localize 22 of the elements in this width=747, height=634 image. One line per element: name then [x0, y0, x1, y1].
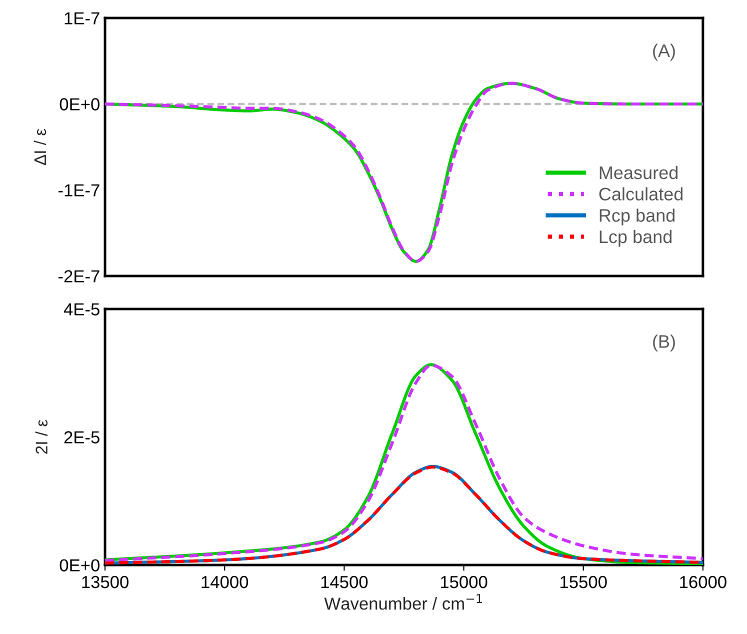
- legend-label: Lcp band: [600, 230, 672, 247]
- x-tick-label: 14500: [321, 576, 368, 588]
- y-axis-title: ΔI / ε: [34, 128, 46, 166]
- y-tick-label: 2E-5: [64, 431, 100, 444]
- y-axis-title: 2I / ε: [35, 420, 48, 454]
- x-tick-label: 14000: [202, 576, 248, 588]
- annotation: (B): [653, 334, 675, 352]
- x-tick-label: 15500: [560, 576, 607, 588]
- y-tick-label: 1E-7: [64, 12, 100, 24]
- x-axis-title: Wavenumber / cm$^{−1}$: [324, 594, 482, 610]
- x-tick-label: 15000: [440, 576, 488, 588]
- x-tick-label: 16000: [680, 576, 726, 588]
- y-tick-label: 0E+0: [60, 98, 100, 110]
- legend-label: Measured: [600, 166, 678, 180]
- legend-label: Calculated: [599, 187, 683, 200]
- x-tick-label: 13500: [82, 576, 128, 588]
- y-tick-label: -2E-7: [58, 270, 100, 282]
- y-tick-label: 4E-5: [64, 303, 100, 316]
- annotation: (A): [653, 44, 675, 61]
- y-tick-label: 0E+0: [60, 559, 100, 572]
- legend-label: Rcp band: [600, 208, 675, 226]
- y-tick-label: -1E-7: [58, 184, 100, 196]
